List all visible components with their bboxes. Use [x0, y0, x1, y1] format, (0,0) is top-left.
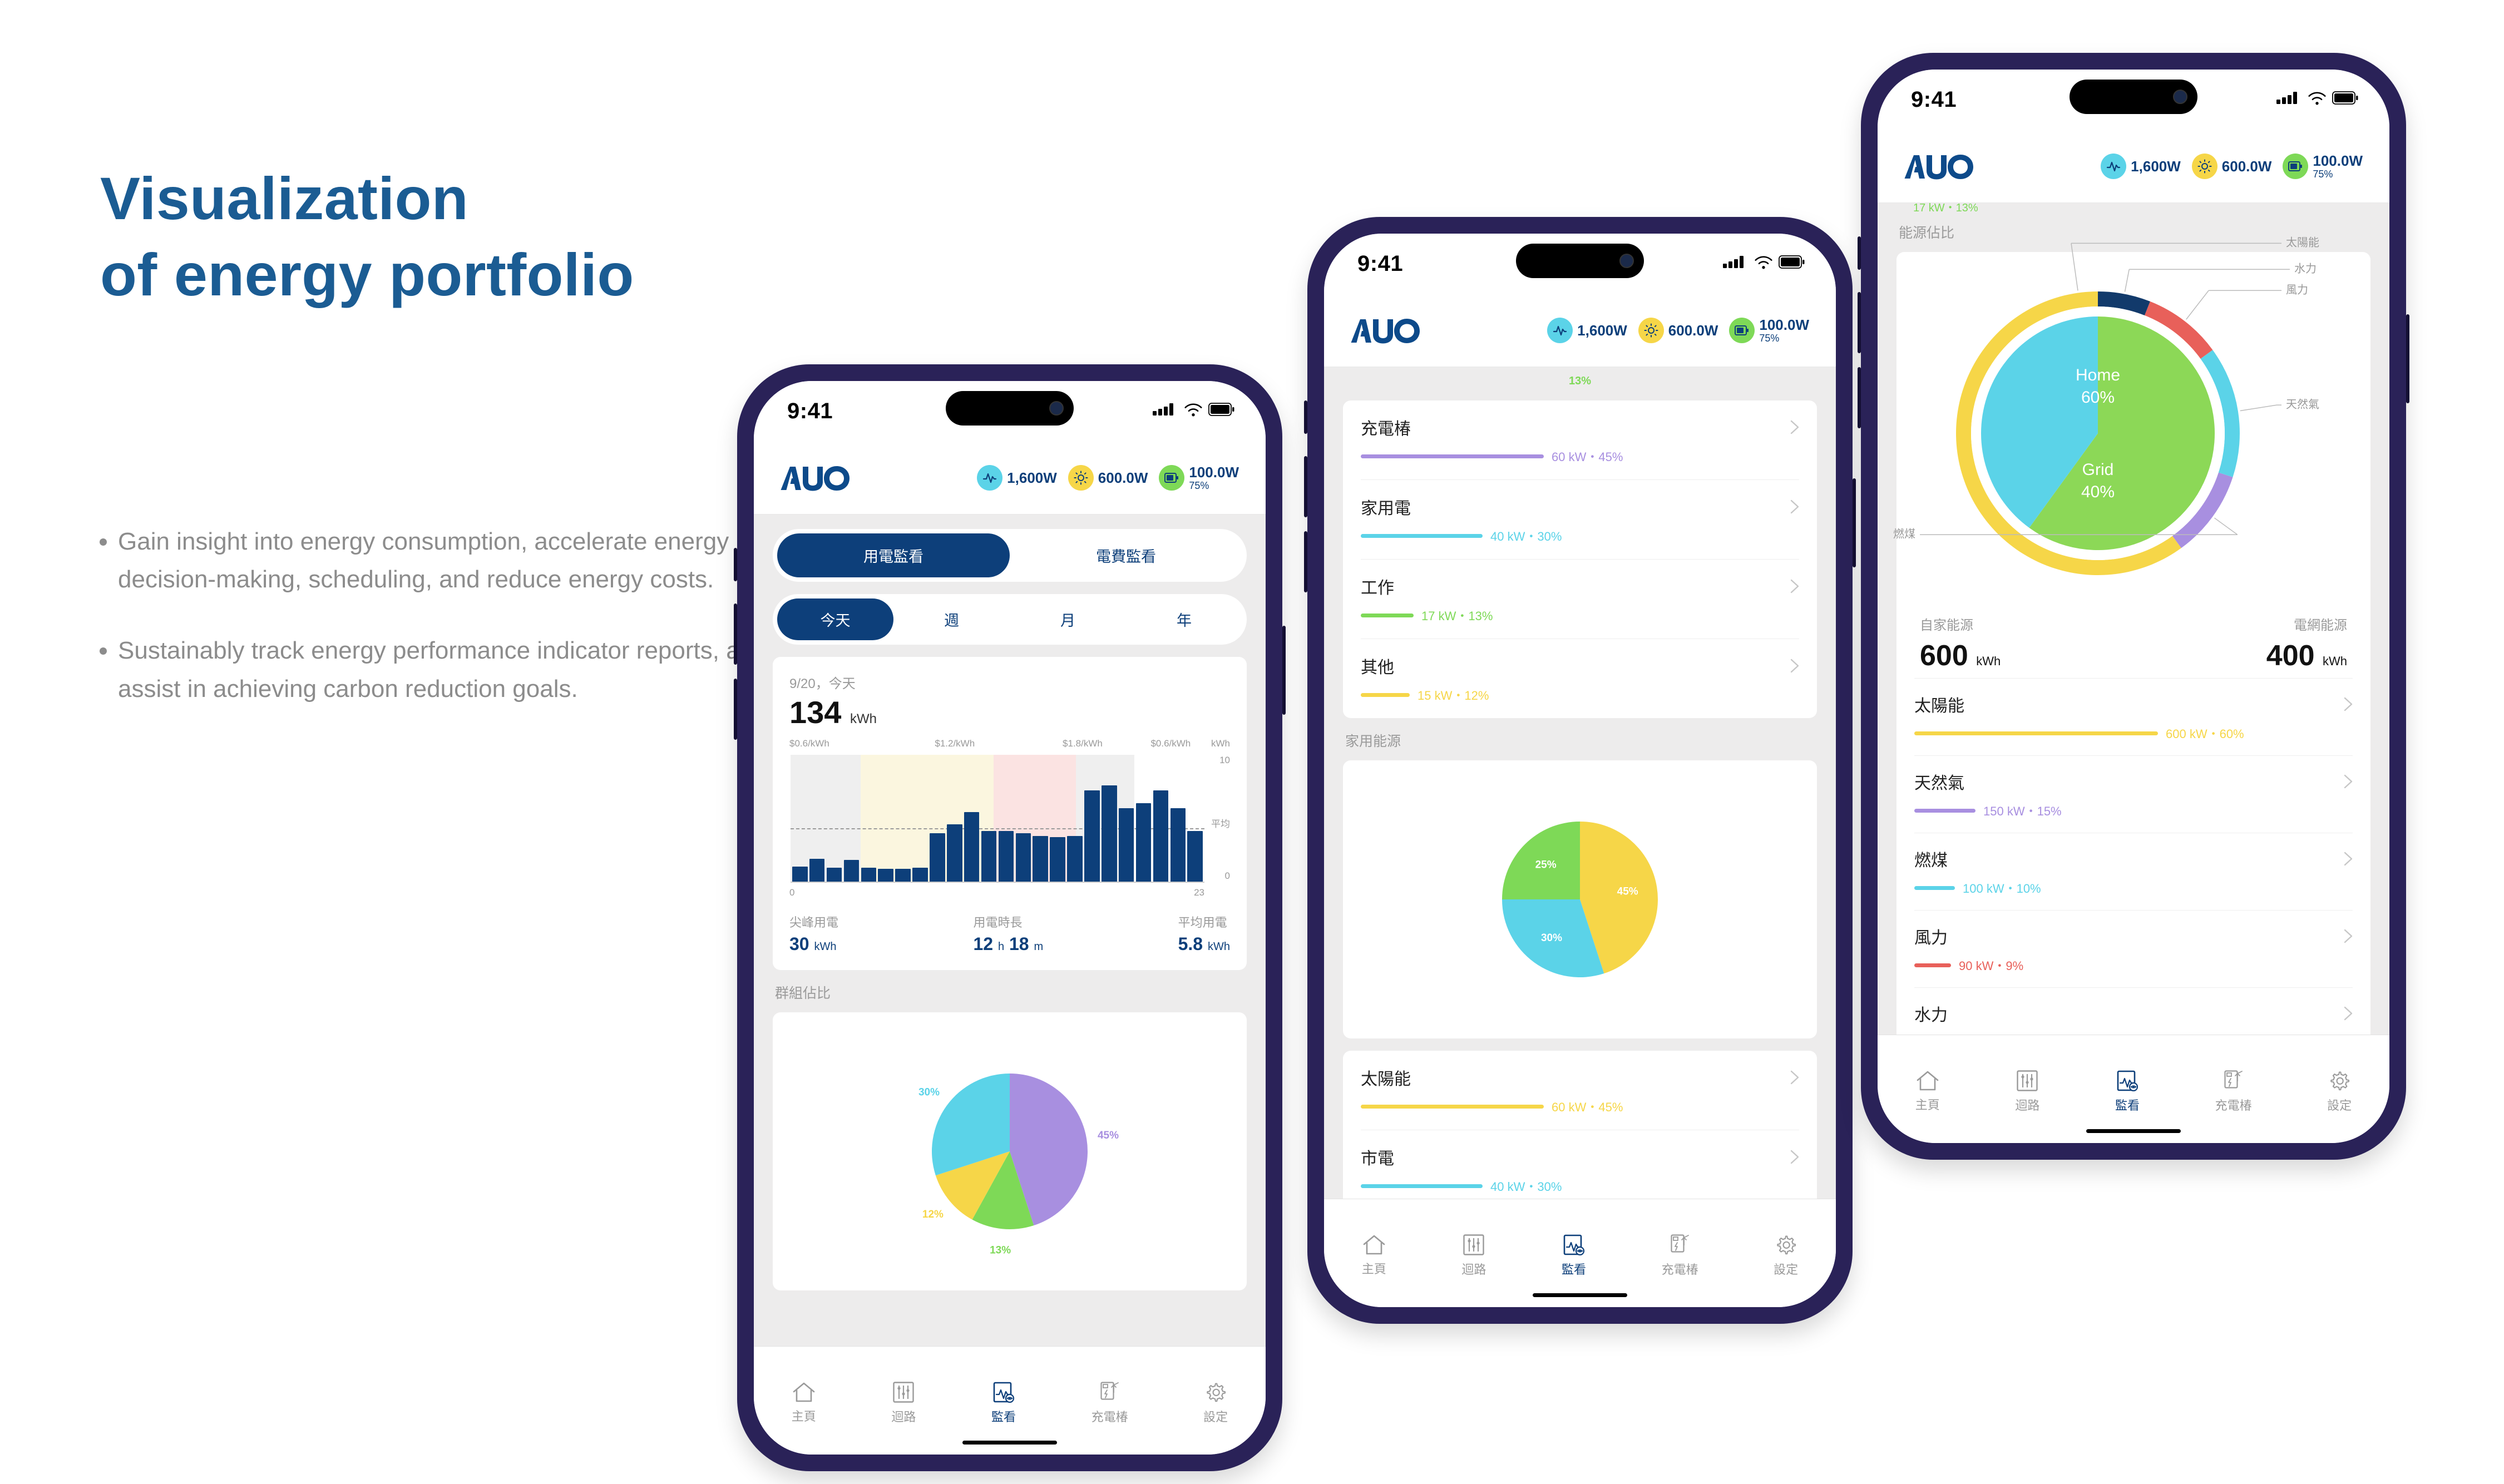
svg-text:13%: 13%	[990, 1244, 1011, 1256]
svg-text:45%: 45%	[1098, 1130, 1119, 1141]
svg-text:30%: 30%	[918, 1087, 940, 1099]
svg-text:水力: 水力	[2294, 263, 2317, 275]
svg-text:Grid: Grid	[2082, 461, 2114, 479]
svg-text:燃煤: 燃煤	[1893, 527, 1915, 540]
svg-text:Home: Home	[2076, 366, 2120, 384]
svg-text:12%: 12%	[922, 1209, 944, 1220]
svg-text:60%: 60%	[2081, 388, 2115, 407]
svg-text:風力: 風力	[2286, 283, 2308, 296]
svg-text:天然氣: 天然氣	[2286, 398, 2319, 410]
svg-text:太陽能: 太陽能	[2286, 236, 2319, 249]
svg-text:40%: 40%	[2081, 483, 2115, 501]
svg-text:25%: 25%	[1535, 859, 1557, 871]
svg-text:30%: 30%	[1541, 932, 1562, 944]
svg-text:45%: 45%	[1617, 886, 1638, 897]
